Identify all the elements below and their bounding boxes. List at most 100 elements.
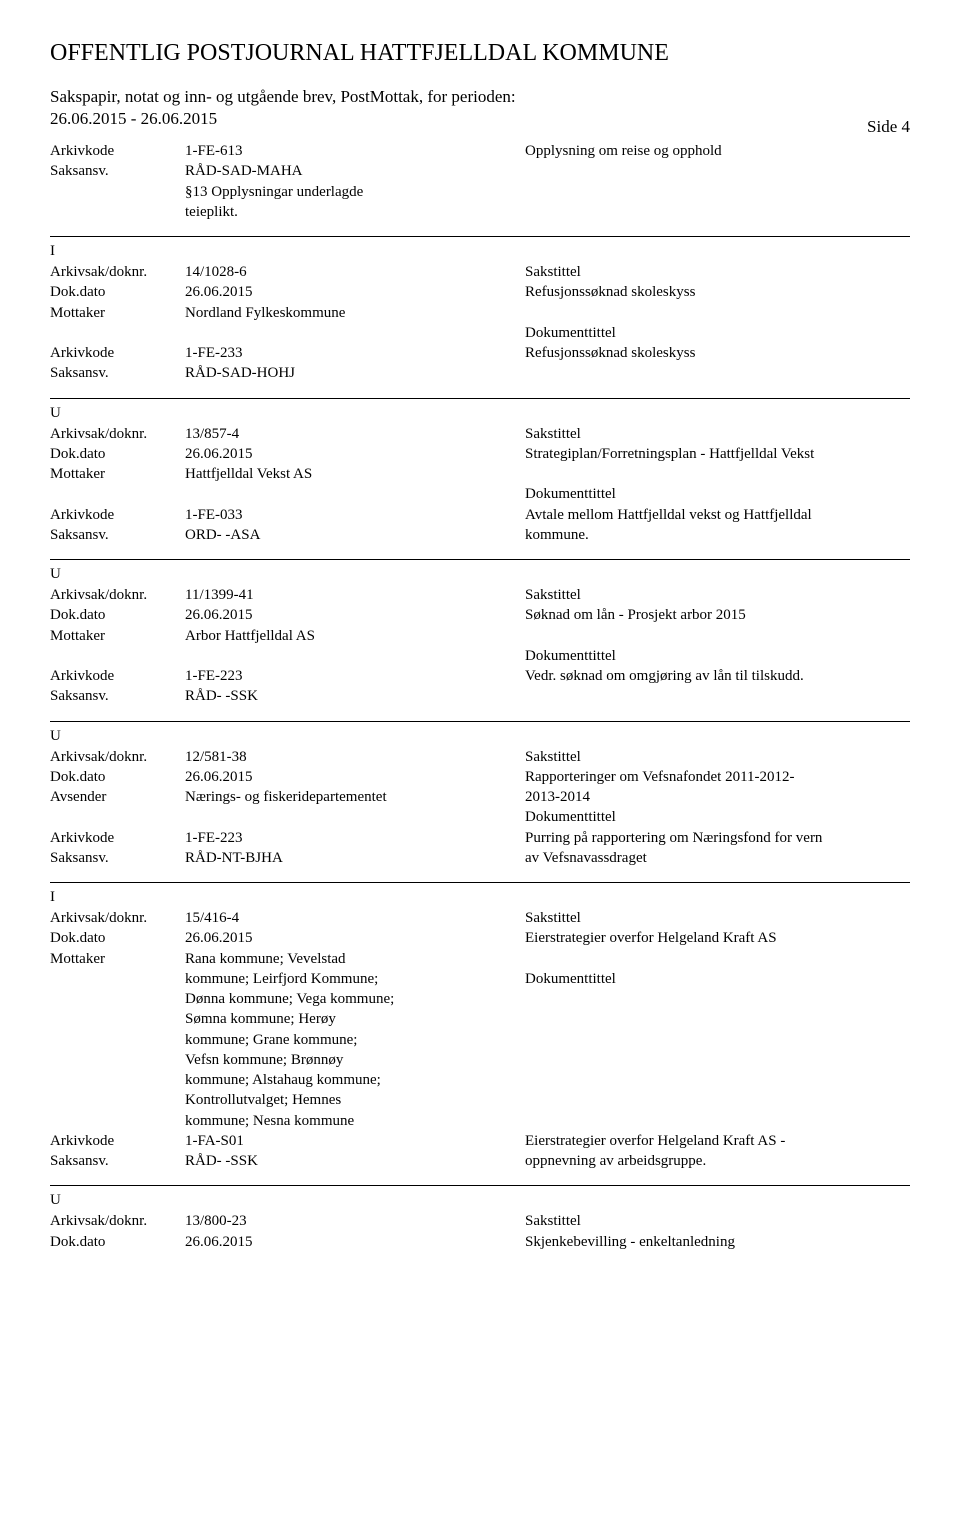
row-label: Mottaker: [50, 949, 185, 969]
row-right: [525, 686, 910, 706]
row-value: RÅD-NT-BJHA: [185, 848, 525, 868]
entry-row: Dok.dato26.06.2015Skjenkebevilling - enk…: [50, 1232, 910, 1252]
row-value: kommune; Alstahaug kommune;: [185, 1070, 525, 1090]
entry-row: Arkivkode1-FE-223Purring på rapportering…: [50, 828, 910, 848]
row-value: Nordland Fylkeskommune: [185, 303, 525, 323]
row-label: Arkivsak/doknr.: [50, 908, 185, 928]
entry-row: Arkivsak/doknr.12/581-38Sakstittel: [50, 747, 910, 767]
row-label: Arkivkode: [50, 666, 185, 686]
row-value: 26.06.2015: [185, 928, 525, 948]
entry-row: Kontrollutvalget; Hemnes: [50, 1090, 910, 1110]
row-right: Strategiplan/Forretningsplan - Hattfjell…: [525, 444, 910, 464]
row-value: 1-FE-233: [185, 343, 525, 363]
row-label: [50, 182, 185, 202]
entry-row: Dok.dato26.06.2015Strategiplan/Forretnin…: [50, 444, 910, 464]
row-value: 13/800-23: [185, 1211, 525, 1231]
row-value: Arbor Hattfjelldal AS: [185, 626, 525, 646]
entry-row: Saksansv.RÅD-NT-BJHAav Vefsnavassdraget: [50, 848, 910, 868]
row-label: Dok.dato: [50, 767, 185, 787]
entry-row: AvsenderNærings- og fiskeridepartementet…: [50, 787, 910, 807]
row-right: Sakstittel: [525, 1211, 910, 1231]
entry-row: kommune; Leirfjord Kommune;Dokumenttitte…: [50, 969, 910, 989]
row-label: Saksansv.: [50, 1151, 185, 1171]
row-value: §13 Opplysningar underlagde: [185, 182, 525, 202]
row-value: 12/581-38: [185, 747, 525, 767]
entry-row: Saksansv.RÅD- -SSK: [50, 686, 910, 706]
entry-divider: [50, 398, 910, 399]
row-right: [525, 989, 910, 1009]
row-right: Sakstittel: [525, 585, 910, 605]
row-right: Sakstittel: [525, 908, 910, 928]
row-value: [185, 646, 525, 666]
entry-row: §13 Opplysningar underlagde: [50, 182, 910, 202]
entry-row: Dokumenttittel: [50, 807, 910, 827]
row-value: RÅD-SAD-MAHA: [185, 161, 525, 181]
row-label: [50, 484, 185, 504]
entry-row: Dønna kommune; Vega kommune;: [50, 989, 910, 1009]
entry-divider: [50, 236, 910, 237]
row-right: Dokumenttittel: [525, 646, 910, 666]
row-value: [185, 323, 525, 343]
row-value: 13/857-4: [185, 424, 525, 444]
row-value: 26.06.2015: [185, 605, 525, 625]
row-label: [50, 989, 185, 1009]
entry-row: MottakerArbor Hattfjelldal AS: [50, 626, 910, 646]
entry-row: Dok.dato26.06.2015Eierstrategier overfor…: [50, 928, 910, 948]
row-value: 15/416-4: [185, 908, 525, 928]
row-label: Arkivsak/doknr.: [50, 747, 185, 767]
row-label: Mottaker: [50, 303, 185, 323]
row-label: Arkivsak/doknr.: [50, 1211, 185, 1231]
row-right: Dokumenttittel: [525, 484, 910, 504]
row-label: Arkivkode: [50, 343, 185, 363]
row-label: Saksansv.: [50, 686, 185, 706]
row-label: [50, 807, 185, 827]
row-label: Arkivsak/doknr.: [50, 585, 185, 605]
journal-entry: IArkivsak/doknr.15/416-4SakstittelDok.da…: [50, 882, 910, 1171]
entry-row: MottakerRana kommune; Vevelstad: [50, 949, 910, 969]
row-right: Sakstittel: [525, 262, 910, 282]
entry-row: teieplikt.: [50, 202, 910, 222]
page-subtitle: Sakspapir, notat og inn- og utgående bre…: [50, 87, 910, 107]
row-label: [50, 1009, 185, 1029]
row-value: 26.06.2015: [185, 767, 525, 787]
row-right: Sakstittel: [525, 424, 910, 444]
row-right: [525, 363, 910, 383]
row-right: [525, 182, 910, 202]
entry-row: Arkivsak/doknr.13/857-4Sakstittel: [50, 424, 910, 444]
entry-row: Arkivkode1-FA-S01Eierstrategier overfor …: [50, 1131, 910, 1151]
row-right: Dokumenttittel: [525, 807, 910, 827]
entry-row: Arkivsak/doknr.14/1028-6Sakstittel: [50, 262, 910, 282]
entry-row: Dok.dato26.06.2015Rapporteringer om Vefs…: [50, 767, 910, 787]
page-title: OFFENTLIG POSTJOURNAL HATTFJELLDAL KOMMU…: [50, 40, 910, 67]
entry-row: kommune; Alstahaug kommune;: [50, 1070, 910, 1090]
row-right: [525, 949, 910, 969]
entry-row: MottakerHattfjelldal Vekst AS: [50, 464, 910, 484]
entry-marker: U: [50, 728, 910, 745]
entry-row: Arkivkode1-FE-233Refusjonssøknad skolesk…: [50, 343, 910, 363]
entry-row: Arkivsak/doknr.11/1399-41Sakstittel: [50, 585, 910, 605]
row-right: Avtale mellom Hattfjelldal vekst og Hatt…: [525, 505, 910, 525]
row-value: kommune; Grane kommune;: [185, 1030, 525, 1050]
entry-row: Dok.dato26.06.2015Søknad om lån - Prosje…: [50, 605, 910, 625]
row-right: Søknad om lån - Prosjekt arbor 2015: [525, 605, 910, 625]
row-value: Hattfjelldal Vekst AS: [185, 464, 525, 484]
row-right: [525, 1111, 910, 1131]
row-label: Arkivkode: [50, 505, 185, 525]
row-value: 1-FE-613: [185, 141, 525, 161]
row-label: Avsender: [50, 787, 185, 807]
journal-entry: U Arkivsak/doknr.12/581-38SakstittelDok.d…: [50, 721, 910, 869]
row-label: Dok.dato: [50, 605, 185, 625]
journal-entry: Arkivkode1-FE-613Opplysning om reise og …: [50, 141, 910, 222]
row-value: 1-FA-S01: [185, 1131, 525, 1151]
row-value: 26.06.2015: [185, 444, 525, 464]
row-value: [185, 484, 525, 504]
row-value: kommune; Nesna kommune: [185, 1111, 525, 1131]
row-right: 2013-2014: [525, 787, 910, 807]
row-label: Mottaker: [50, 626, 185, 646]
entry-divider: [50, 559, 910, 560]
row-label: [50, 1070, 185, 1090]
row-right: [525, 1090, 910, 1110]
journal-entry: UArkivsak/doknr.13/800-23SakstittelDok.d…: [50, 1185, 910, 1252]
row-right: [525, 303, 910, 323]
entry-row: Arkivsak/doknr.13/800-23Sakstittel: [50, 1211, 910, 1231]
